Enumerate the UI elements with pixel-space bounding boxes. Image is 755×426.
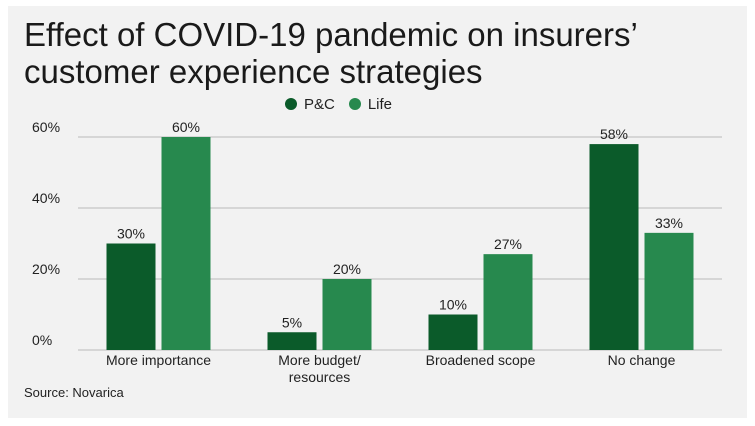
legend-label-life: Life	[367, 95, 393, 113]
source-note: Source: Novarica	[24, 385, 124, 400]
data-label: 20%	[333, 261, 361, 277]
bar-pc	[267, 332, 317, 350]
y-tick-label: 20%	[32, 261, 60, 277]
y-tick-label: 40%	[32, 190, 60, 206]
y-tick-label: 0%	[32, 332, 52, 348]
title-line-2: customer experience strategies	[24, 53, 483, 90]
data-label: 58%	[600, 126, 628, 142]
data-label: 27%	[494, 236, 522, 252]
x-tick-label: Broadened scope	[426, 352, 536, 368]
bar-pc	[428, 314, 478, 350]
data-label: 30%	[117, 226, 145, 242]
data-label: 10%	[439, 297, 467, 313]
x-tick-label: More budget/	[278, 352, 361, 368]
bar-life	[161, 137, 211, 350]
legend-item-pc: P&C	[285, 96, 335, 113]
legend-label-pc: P&C	[304, 95, 335, 113]
x-tick-label: More importance	[106, 352, 211, 368]
data-label: 33%	[655, 215, 683, 231]
chart-title: Effect of COVID-19 pandemic on insurers’…	[24, 16, 724, 90]
bar-life	[322, 279, 372, 350]
legend-swatch-pc	[285, 98, 297, 110]
legend-swatch-life	[348, 98, 361, 110]
x-tick-label: resources	[289, 369, 350, 385]
data-label: 60%	[172, 119, 200, 135]
y-tick-label: 60%	[32, 119, 60, 135]
title-line-1: Effect of COVID-19 pandemic on insurers’	[24, 16, 638, 53]
bar-life	[644, 232, 694, 350]
bar-pc	[106, 243, 156, 350]
x-tick-label: No change	[608, 352, 676, 368]
legend: P&C Life	[285, 94, 392, 114]
bar-life	[483, 254, 533, 350]
data-label: 5%	[282, 314, 302, 330]
legend-item-life: Life	[348, 95, 393, 113]
bar-pc	[589, 144, 639, 350]
